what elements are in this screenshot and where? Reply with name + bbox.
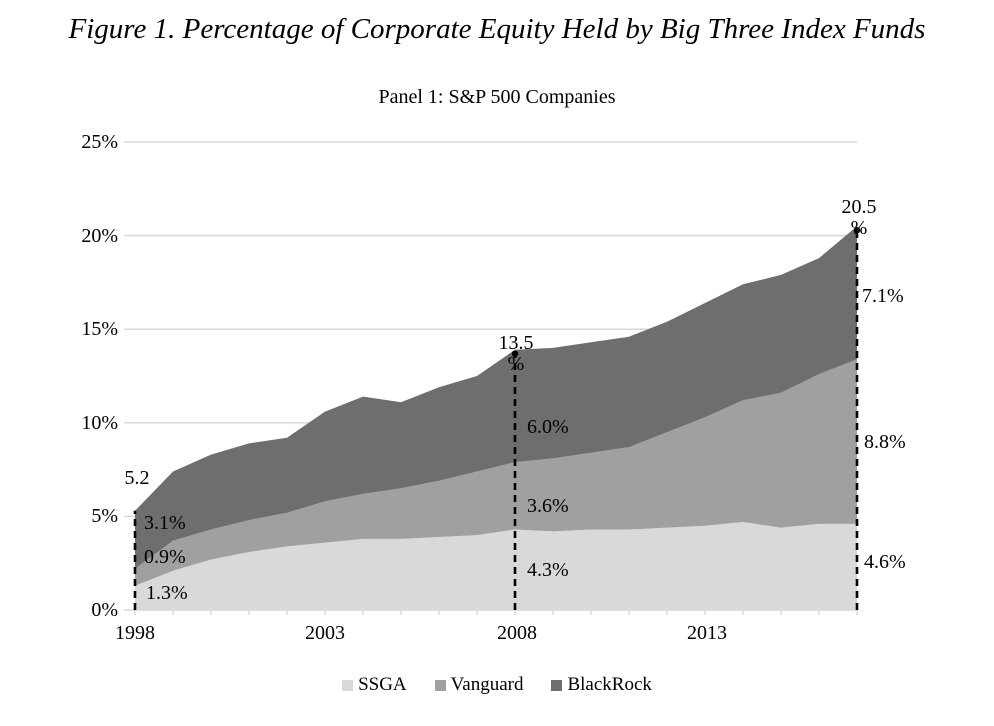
callout-1998-blackrock: 3.1% (144, 512, 186, 534)
y-axis-tick-label-10: 10% (81, 412, 118, 434)
callout-2017-blackrock: 7.1% (862, 285, 904, 307)
legend-swatch-blackrock (551, 679, 563, 691)
x-axis-tick-label-2008: 2008 (497, 622, 537, 644)
callout-1998-total: 5.2 (112, 468, 162, 489)
callout-2008-blackrock: 6.0% (527, 416, 569, 438)
y-axis-tick-label-20: 20% (81, 225, 118, 247)
figure-title: Figure 1. Percentage of Corporate Equity… (68, 13, 926, 45)
y-axis-tick-label-0: 0% (91, 599, 118, 621)
x-axis-tick-label-2013: 2013 (687, 622, 727, 644)
x-axis-tick-label-1998: 1998 (115, 622, 155, 644)
y-axis-tick-label-15: 15% (81, 318, 118, 340)
legend: SSGA Vanguard BlackRock (0, 674, 994, 696)
y-axis-tick-label-25: 25% (81, 131, 118, 153)
legend-swatch-vanguard (434, 679, 446, 691)
legend-item-vanguard: Vanguard (434, 674, 524, 696)
legend-label-blackrock: BlackRock (567, 674, 652, 695)
legend-item-blackrock: BlackRock (551, 674, 652, 696)
callout-2017-total-line1: 20.5 (841, 196, 877, 218)
y-axis-tick-label-5: 5% (91, 505, 118, 527)
callout-2008-total: 13.5 % (489, 333, 543, 375)
callout-1998-total-line1: 5.2 (124, 467, 150, 489)
callout-1998-ssga: 1.3% (146, 582, 188, 604)
callout-2008-total-line1: 13.5 (498, 332, 534, 354)
legend-label-ssga: SSGA (358, 674, 407, 695)
callout-2017-ssga: 4.6% (864, 551, 906, 573)
legend-label-vanguard: Vanguard (450, 674, 524, 695)
panel-title: Panel 1: S&P 500 Companies (378, 86, 616, 108)
legend-swatch-ssga (342, 679, 354, 691)
x-axis-tick-label-2003: 2003 (305, 622, 345, 644)
callout-2017-total-line2: % (850, 217, 868, 239)
callout-2008-vanguard: 3.6% (527, 495, 569, 517)
callout-2008-ssga: 4.3% (527, 559, 569, 581)
callout-2008-total-line2: % (507, 353, 525, 375)
callout-2017-total: 20.5 % (832, 197, 886, 239)
callout-2017-vanguard: 8.8% (864, 431, 906, 453)
callout-1998-vanguard: 0.9% (144, 546, 186, 568)
legend-item-ssga: SSGA (342, 674, 407, 696)
